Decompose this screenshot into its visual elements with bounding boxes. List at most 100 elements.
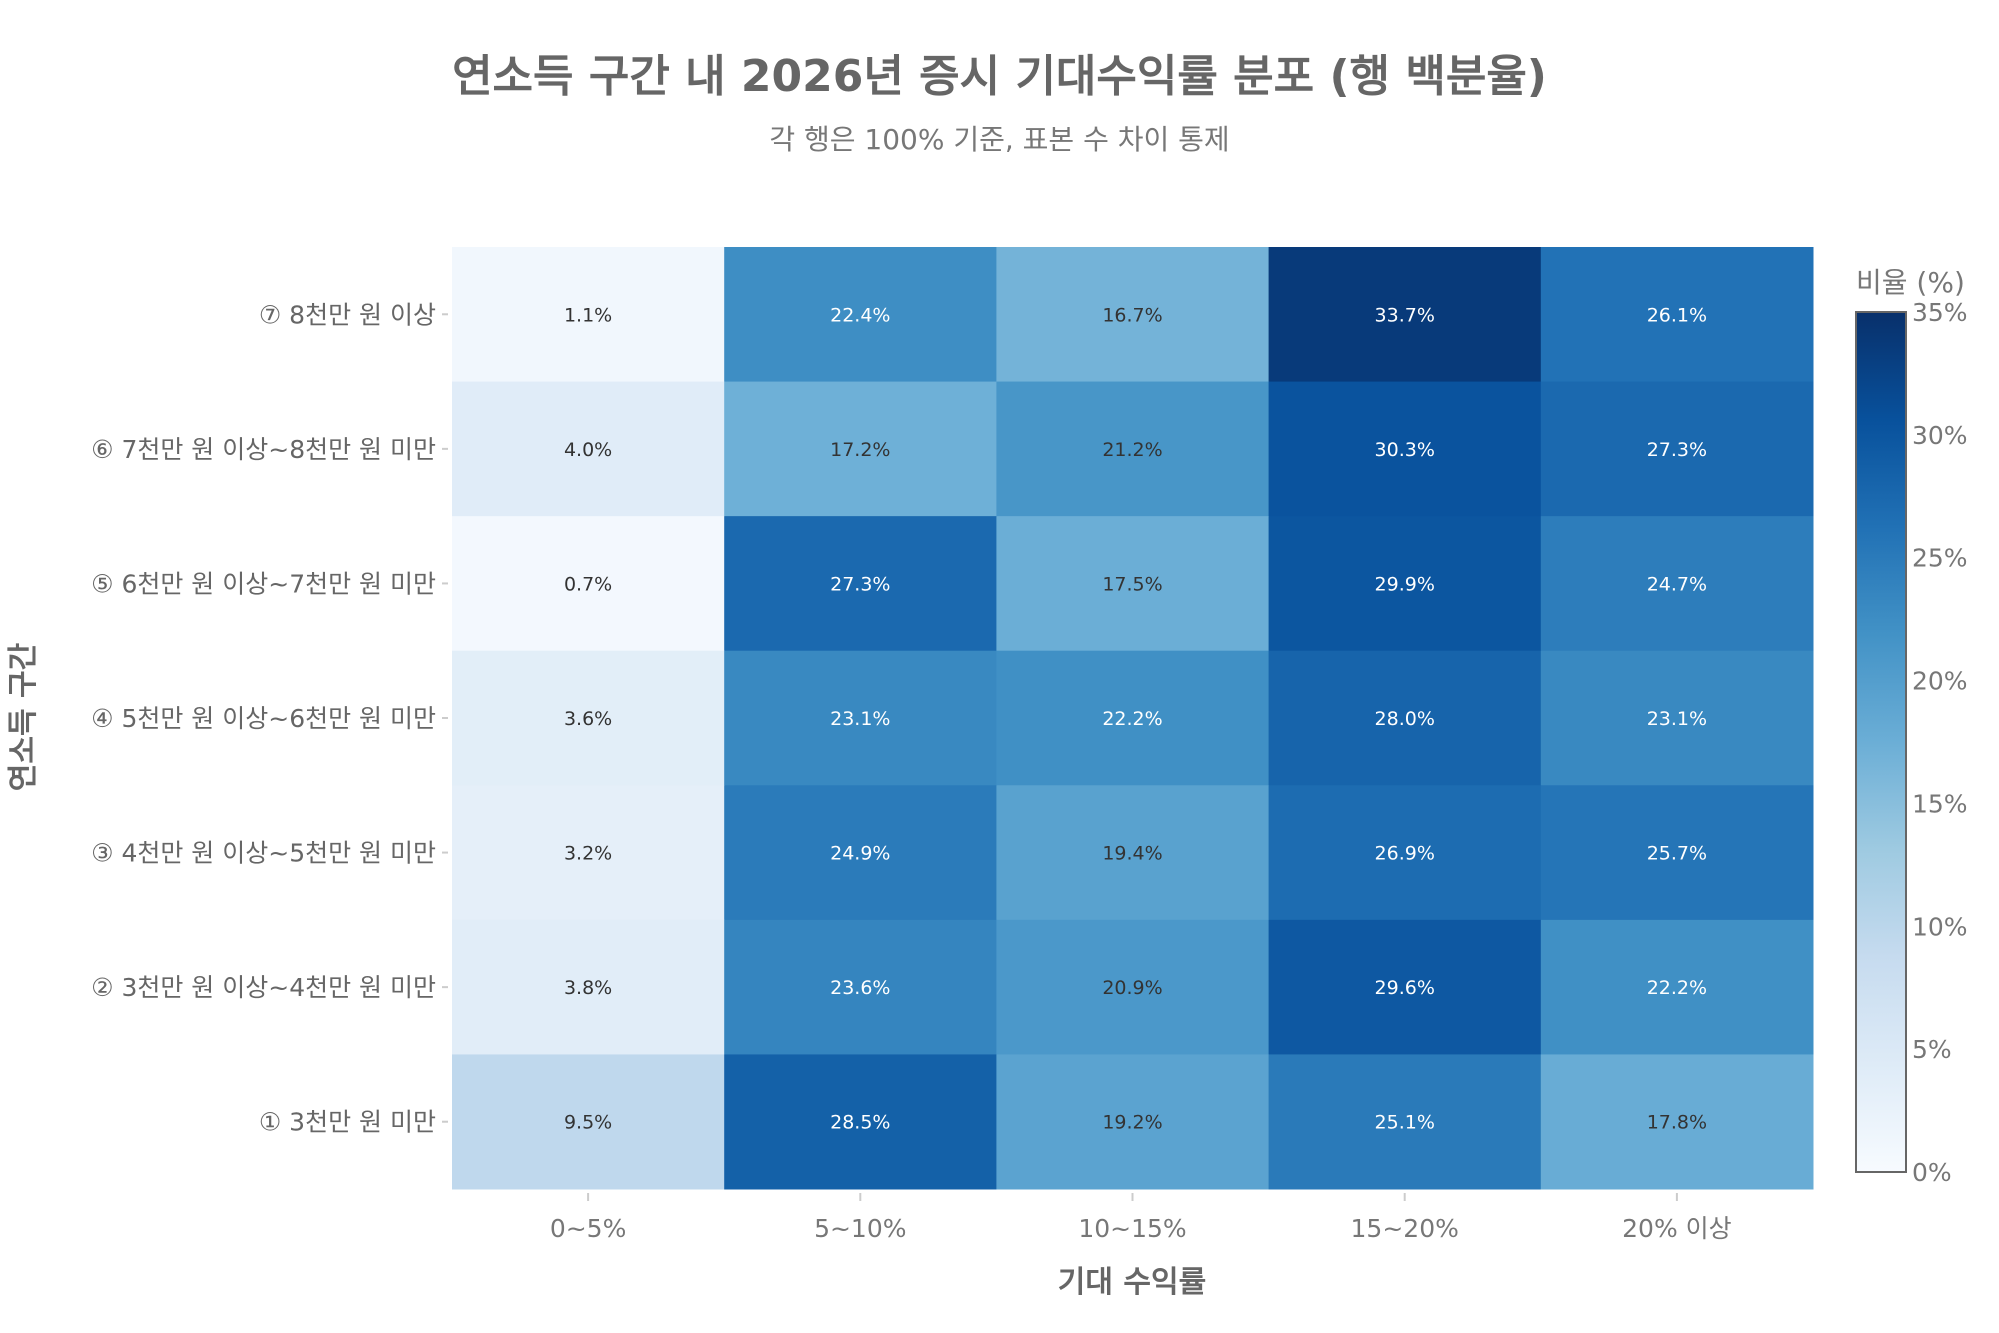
cell-value-label: 20.9%	[1102, 977, 1162, 999]
y-axis-labels: ⑦ 8천만 원 이상 ⑥ 7천만 원 이상~8천만 원 미만 ⑤ 6천만 원 이상~…	[91, 300, 448, 1137]
heatmap-cell	[724, 1054, 997, 1190]
colorbar-tick-label: 15%	[1912, 789, 1968, 818]
heatmap-cell	[1540, 785, 1814, 921]
cell-value-label: 25.1%	[1375, 1112, 1435, 1134]
cell-value-label: 28.0%	[1375, 708, 1435, 730]
heatmap-cell	[452, 247, 725, 383]
cell-value-label: 17.5%	[1102, 573, 1162, 595]
heatmap-cell	[724, 919, 997, 1055]
cell-value-label: 16.7%	[1102, 304, 1162, 326]
colorbar-tick-label: 5%	[1912, 1035, 1952, 1064]
heatmap-cell	[1540, 516, 1814, 652]
heatmap-cell	[1540, 919, 1814, 1055]
cell-value-label: 25.7%	[1647, 843, 1707, 865]
heatmap-cell	[996, 785, 1270, 921]
cell-value-label: 22.2%	[1647, 977, 1707, 999]
x-tick-label: 10~15%	[1078, 1214, 1186, 1243]
heatmap-cell	[452, 919, 725, 1055]
cell-value-label: 23.6%	[830, 977, 890, 999]
cell-value-label: 21.2%	[1102, 439, 1162, 461]
y-tick-label: ④ 5천만 원 이상~6천만 원 미만	[91, 704, 436, 733]
x-tick-label: 5~10%	[814, 1214, 906, 1243]
colorbar-tick-label: 20%	[1912, 667, 1968, 696]
cell-value-label: 0.7%	[564, 573, 612, 595]
cell-value-label: 29.9%	[1375, 573, 1435, 595]
heatmap-cell	[1268, 381, 1542, 517]
y-tick-label: ③ 4천만 원 이상~5천만 원 미만	[91, 839, 436, 868]
colorbar-tick-label: 10%	[1912, 912, 1968, 941]
heatmap-cell	[1540, 1054, 1814, 1190]
heatmap-cell	[1268, 516, 1542, 652]
cell-value-label: 33.7%	[1375, 304, 1435, 326]
heatmap-cell	[996, 247, 1270, 383]
cell-value-label: 22.2%	[1102, 708, 1162, 730]
y-tick-label: ⑥ 7천만 원 이상~8천만 원 미만	[91, 435, 436, 464]
colorbar-tick-label: 35%	[1912, 298, 1968, 327]
cell-value-label: 28.5%	[830, 1112, 890, 1134]
colorbar-title: 비율 (%)	[1856, 266, 1965, 299]
heatmap-cell	[1268, 247, 1542, 383]
cell-value-label: 9.5%	[564, 1112, 612, 1134]
heatmap-cell	[1268, 1054, 1542, 1190]
colorbar-tick-label: 30%	[1912, 421, 1968, 450]
cell-value-label: 3.8%	[564, 977, 612, 999]
y-tick-label: ⑤ 6천만 원 이상~7천만 원 미만	[91, 569, 436, 598]
colorbar	[1855, 311, 1907, 1173]
heatmap-cell	[724, 247, 997, 383]
heatmap-cell	[996, 381, 1270, 517]
heatmap-cells: 1.1% 22.4% 16.7% 33.7% 26.1% 4.0% 17.2% 21.2% 30…	[452, 247, 1814, 1190]
cell-value-label: 4.0%	[564, 439, 612, 461]
cell-value-label: 27.3%	[830, 573, 890, 595]
y-axis-title: 연소득 구간	[6, 642, 41, 791]
cell-value-label: 23.1%	[830, 708, 890, 730]
x-tick-label: 0~5%	[550, 1214, 627, 1243]
heatmap-cell	[1540, 247, 1814, 383]
cell-value-label: 19.2%	[1102, 1112, 1162, 1134]
y-tick-label: ① 3천만 원 미만	[259, 1108, 436, 1137]
x-axis-title: 기대 수익률	[1058, 1265, 1206, 1300]
heatmap-cell	[452, 785, 725, 921]
chart-subtitle: 각 행은 100% 기준, 표본 수 차이 통제	[769, 123, 1230, 156]
cell-value-label: 3.6%	[564, 708, 612, 730]
chart-title: 연소득 구간 내 2026년 증시 기대수익률 분포 (행 백분율)	[452, 51, 1547, 102]
cell-value-label: 1.1%	[564, 304, 612, 326]
cell-value-label: 30.3%	[1375, 439, 1435, 461]
cell-value-label: 19.4%	[1102, 843, 1162, 865]
x-axis-labels: 0~5% 5~10% 10~15% 15~20% 20% 이상	[550, 1193, 1732, 1243]
heatmap-cell	[452, 1054, 725, 1190]
heatmap-cell	[452, 516, 725, 652]
heatmap-cell	[1268, 785, 1542, 921]
cell-value-label: 17.8%	[1647, 1112, 1707, 1134]
cell-value-label: 22.4%	[830, 304, 890, 326]
heatmap-cell	[452, 650, 725, 786]
heatmap-cell	[996, 919, 1270, 1055]
y-tick-label: ② 3천만 원 이상~4천만 원 미만	[91, 973, 436, 1002]
colorbar-tick-label: 25%	[1912, 544, 1968, 573]
heatmap-cell	[996, 516, 1270, 652]
heatmap-cell	[724, 516, 997, 652]
heatmap-cell	[724, 381, 997, 517]
heatmap-cell	[996, 1054, 1270, 1190]
heatmap-cell	[1268, 919, 1542, 1055]
cell-value-label: 29.6%	[1375, 977, 1435, 999]
heatmap-cell	[1540, 381, 1814, 517]
heatmap-cell	[996, 650, 1270, 786]
cell-value-label: 17.2%	[830, 439, 890, 461]
heatmap-cell	[452, 381, 725, 517]
cell-value-label: 3.2%	[564, 843, 612, 865]
cell-value-label: 26.1%	[1647, 304, 1707, 326]
cell-value-label: 24.9%	[830, 843, 890, 865]
colorbar-ticks: 0% 5% 10% 15% 20% 25% 30% 35%	[1912, 298, 1968, 1187]
cell-value-label: 26.9%	[1375, 843, 1435, 865]
cell-value-label: 23.1%	[1647, 708, 1707, 730]
x-tick-label: 15~20%	[1351, 1214, 1459, 1243]
cell-value-label: 27.3%	[1647, 439, 1707, 461]
cell-value-label: 24.7%	[1647, 573, 1707, 595]
heatmap-cell	[724, 650, 997, 786]
colorbar-tick-label: 0%	[1912, 1158, 1952, 1187]
x-tick-label: 20% 이상	[1622, 1214, 1732, 1243]
heatmap-cell	[1268, 650, 1542, 786]
heatmap-cell	[1540, 650, 1814, 786]
heatmap-cell	[724, 785, 997, 921]
